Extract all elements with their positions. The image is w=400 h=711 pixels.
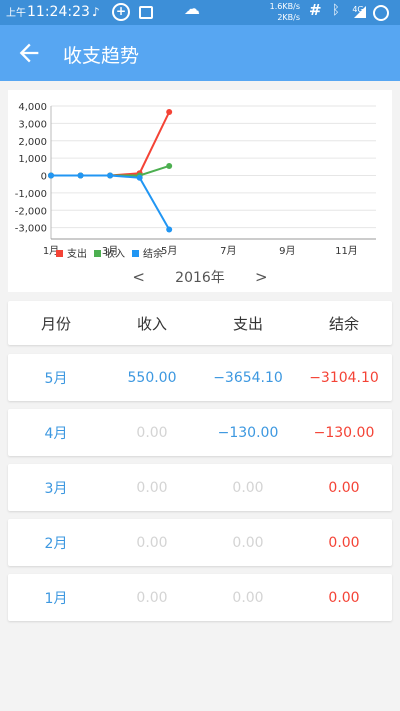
table-header: 月份 收入 支出 结余: [8, 301, 392, 345]
y-tick-label: -3,000: [15, 224, 47, 235]
row-month: 4月: [44, 425, 68, 442]
row-balance: −130.00: [313, 424, 375, 441]
year-selector: < 2016年 >: [8, 267, 392, 291]
series-line: [51, 111, 171, 177]
data-point: [166, 162, 173, 169]
app-bar: 收支趋势: [0, 25, 400, 81]
row-income: 0.00: [136, 534, 168, 551]
network-speed: 1.6KB/s 2KB/s: [269, 2, 300, 22]
data-point: [136, 174, 143, 181]
row-month: 1月: [44, 590, 68, 607]
row-expense: −130.00: [217, 424, 279, 441]
x-tick-label: 1月: [43, 245, 59, 257]
header-month: 月份: [40, 314, 71, 333]
legend-swatch: [132, 250, 139, 257]
row-month: 2月: [44, 535, 68, 552]
y-tick-label: -2,000: [15, 206, 47, 217]
x-tick-label: 3月: [102, 245, 118, 257]
legend-label: 支出: [67, 247, 87, 260]
data-point: [107, 172, 114, 179]
legend-label: 收入: [105, 247, 125, 260]
row-balance: 0.00: [328, 534, 360, 551]
row-expense: 0.00: [232, 589, 264, 606]
row-expense: −3654.10: [213, 369, 283, 386]
data-point: [166, 226, 173, 233]
x-tick-label: 11月: [335, 245, 358, 257]
row-income: 0.00: [136, 589, 168, 606]
table-row[interactable]: 3月 0.00 0.00 0.00: [8, 464, 392, 511]
header-balance: 结余: [328, 314, 359, 333]
status-time: 上午11:24:23: [6, 4, 90, 20]
legend-swatch: [56, 250, 63, 257]
header-income: 收入: [136, 314, 167, 333]
row-balance: 0.00: [328, 479, 360, 496]
row-balance: 0.00: [328, 589, 360, 606]
y-tick-label: 0: [41, 172, 47, 183]
music-note-icon: ♪: [92, 5, 100, 19]
year-label: 2016年: [175, 270, 225, 286]
data-point: [48, 172, 54, 179]
series-line: [51, 174, 171, 230]
trend-chart-card: 4,000 3,000 2,000 1,000 0 -1,000 -2,000 -3,000 1…: [8, 90, 392, 292]
weather-icon: ☁: [184, 0, 200, 18]
header-expense: 支出: [232, 314, 263, 333]
row-month: 3月: [44, 480, 68, 497]
prev-year-button[interactable]: <: [132, 268, 145, 286]
arrow-left-icon[interactable]: [15, 39, 43, 67]
row-balance: −3104.10: [309, 369, 379, 386]
y-tick-label: 1,000: [18, 154, 47, 165]
hash-icon: #: [309, 1, 322, 19]
legend-label: 结余: [143, 247, 163, 260]
battery-icon: [373, 5, 389, 21]
plus-circle-icon: +: [112, 3, 130, 21]
table-row[interactable]: 2月 0.00 0.00 0.00: [8, 519, 392, 566]
signal-icon: 4G: [349, 3, 367, 18]
x-tick-label: 9月: [279, 245, 295, 257]
row-month: 5月: [44, 370, 68, 387]
trend-chart: 4,000 3,000 2,000 1,000 0 -1,000 -2,000 -3,000 1…: [15, 102, 376, 260]
x-tick-label: 7月: [220, 245, 236, 257]
data-point: [166, 109, 173, 116]
table-row[interactable]: 4月 0.00 −130.00 −130.00: [8, 409, 392, 456]
table-row[interactable]: 5月 550.00 −3654.10 −3104.10: [8, 354, 392, 401]
x-tick-label: 5月: [161, 245, 177, 257]
image-icon: [139, 6, 153, 19]
y-tick-label: 4,000: [18, 102, 47, 113]
row-income: 0.00: [136, 479, 168, 496]
data-point: [77, 172, 84, 179]
next-year-button[interactable]: >: [254, 268, 268, 286]
row-income: 550.00: [127, 369, 177, 386]
y-tick-label: 3,000: [18, 119, 47, 130]
status-bar: 上午11:24:23 ♪ + ☁ 1.6KB/s 2KB/s # ᛒ 4G: [0, 0, 400, 25]
row-income: 0.00: [136, 424, 168, 441]
table-row[interactable]: 1月 0.00 0.00 0.00: [8, 574, 392, 621]
page-title: 收支趋势: [63, 45, 140, 67]
bluetooth-icon: ᛒ: [332, 3, 340, 18]
legend-swatch: [94, 250, 101, 257]
row-expense: 0.00: [232, 479, 264, 496]
y-tick-label: -1,000: [15, 189, 47, 200]
row-expense: 0.00: [232, 534, 264, 551]
y-tick-label: 2,000: [18, 137, 47, 148]
